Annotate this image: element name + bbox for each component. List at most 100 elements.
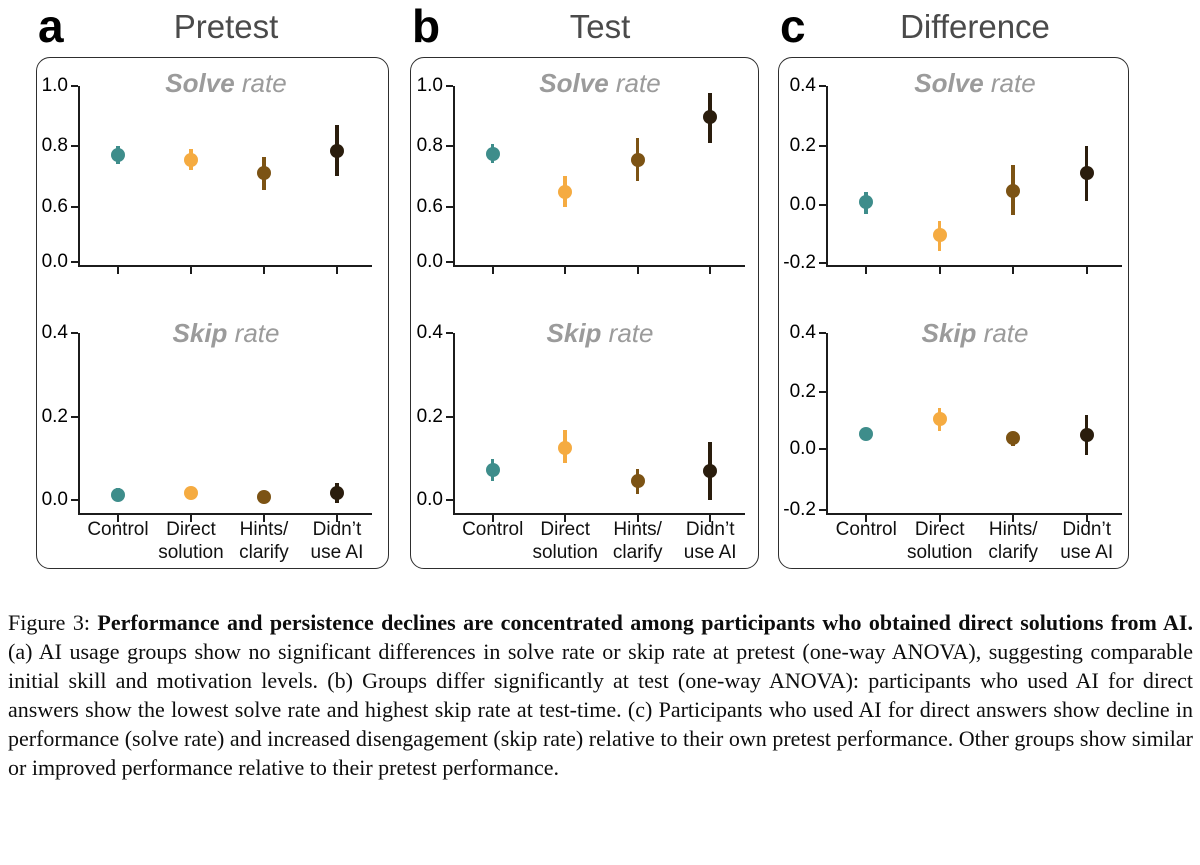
y-tick [819, 332, 826, 334]
y-tick [71, 260, 78, 263]
data-point-hints-clarify [256, 489, 271, 504]
y-axis [78, 86, 80, 267]
y-tick-label: 0.0 [789, 194, 816, 216]
x-tick [938, 267, 941, 274]
x-tick [491, 267, 494, 274]
x-tick-label-hints-clarify: Hints/ clarify [988, 519, 1039, 563]
panel-title-pretest: Pretest [173, 8, 279, 45]
metric-name: Solve [914, 68, 984, 98]
y-tick-label: -0.2 [783, 252, 816, 274]
data-point-didnt-use-ai [1079, 427, 1094, 442]
panel-letter-b: b [412, 0, 441, 52]
x-tick [865, 515, 868, 522]
metric-name: Skip [921, 318, 977, 348]
x-tick [1085, 515, 1088, 522]
x-tick-label-didnt-use-ai: Didn’t use AI [310, 519, 364, 563]
x-tick [189, 515, 192, 522]
y-tick [819, 391, 826, 394]
data-point-direct-solution [558, 441, 573, 456]
y-tick [446, 499, 453, 502]
y-tick-label: 0.6 [41, 196, 68, 217]
x-tick [335, 515, 338, 522]
metric-suffix: rate [601, 318, 654, 348]
panel-box-b [410, 57, 759, 569]
caption-body: (a) AI usage groups show no significant … [8, 639, 1193, 780]
metric-subtitle: Solve rate [80, 70, 372, 96]
data-point-direct-solution [183, 485, 198, 500]
metric-name: Skip [172, 318, 228, 348]
x-tick [116, 515, 119, 522]
y-axis [453, 333, 455, 515]
metric-suffix: rate [234, 68, 287, 98]
panel-title-test: Test [569, 8, 631, 45]
y-tick [71, 85, 78, 87]
data-point-didnt-use-ai [703, 110, 718, 125]
x-tick-label-didnt-use-ai: Didn’t use AI [683, 519, 737, 563]
x-tick [335, 267, 338, 274]
caption-bold-title: Performance and persistence declines are… [97, 610, 1193, 635]
y-tick [819, 144, 826, 147]
data-point-hints-clarify [256, 166, 271, 181]
x-axis [453, 265, 745, 267]
metric-suffix: rate [976, 318, 1029, 348]
data-point-hints-clarify [630, 474, 645, 489]
y-axis [78, 333, 80, 515]
data-point-control [110, 148, 125, 163]
panel-letter-c: c [780, 0, 806, 52]
x-tick [709, 267, 712, 274]
data-point-didnt-use-ai [329, 485, 344, 500]
x-tick [564, 515, 567, 522]
y-axis [826, 86, 828, 267]
data-point-control [859, 426, 874, 441]
metric-subtitle: Skip rate [455, 320, 745, 346]
x-tick [564, 267, 567, 274]
x-tick [636, 515, 639, 522]
x-tick [116, 267, 119, 274]
x-tick-label-control: Control [462, 519, 524, 540]
y-tick-label: 0.6 [416, 196, 443, 217]
x-tick-label-control: Control [835, 519, 897, 540]
data-point-didnt-use-ai [703, 463, 718, 478]
data-point-direct-solution [932, 412, 947, 427]
x-tick [1012, 515, 1015, 522]
y-axis [453, 86, 455, 267]
data-point-hints-clarify [630, 152, 645, 167]
data-point-control [485, 463, 500, 478]
x-tick-label-control: Control [87, 519, 149, 540]
data-point-control [485, 146, 500, 161]
y-tick [71, 416, 78, 419]
y-tick [71, 332, 78, 334]
metric-subtitle: Solve rate [828, 70, 1122, 96]
metric-suffix: rate [608, 68, 661, 98]
figure-caption: Figure 3: Performance and persistence de… [8, 608, 1193, 782]
y-tick [446, 416, 453, 419]
x-tick [938, 515, 941, 522]
x-axis [826, 513, 1122, 515]
y-tick [819, 262, 826, 265]
y-tick [446, 332, 453, 334]
y-tick-label: 0.0 [416, 489, 443, 511]
y-tick-label: 0.0 [416, 250, 443, 272]
x-tick-label-direct-solution: Direct solution [532, 519, 598, 563]
panel-title-difference: Difference [900, 8, 1050, 45]
data-point-direct-solution [932, 228, 947, 243]
y-tick-label: 0.0 [41, 250, 68, 272]
metric-subtitle: Skip rate [828, 320, 1122, 346]
y-tick [71, 144, 78, 147]
y-tick-label: 0.2 [789, 381, 816, 403]
y-tick [71, 499, 78, 502]
y-axis [826, 333, 828, 515]
x-axis [78, 265, 372, 267]
y-tick-label: 0.2 [789, 134, 816, 156]
y-tick [446, 206, 453, 208]
y-tick-label: 0.4 [41, 322, 68, 343]
x-tick-label-didnt-use-ai: Didn’t use AI [1060, 519, 1114, 563]
x-tick-label-hints-clarify: Hints/ clarify [239, 519, 289, 563]
y-tick-label: 0.2 [416, 406, 443, 428]
data-point-control [110, 487, 125, 502]
y-tick [446, 144, 453, 147]
y-tick-label: 0.0 [41, 489, 68, 511]
x-tick [1085, 267, 1088, 274]
metric-subtitle: Solve rate [455, 70, 745, 96]
